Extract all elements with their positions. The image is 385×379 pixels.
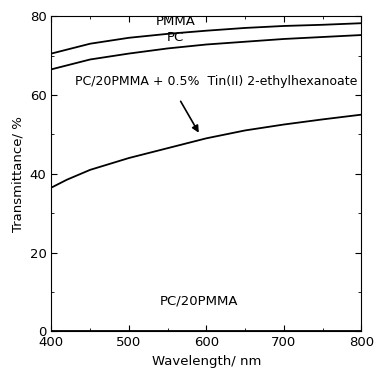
X-axis label: Wavelength/ nm: Wavelength/ nm <box>152 355 261 368</box>
Y-axis label: Transmittance/ %: Transmittance/ % <box>11 116 24 232</box>
Text: PMMA: PMMA <box>156 15 195 28</box>
Text: PC/20PMMA + 0.5%  Tin(II) 2-ethylhexanoate: PC/20PMMA + 0.5% Tin(II) 2-ethylhexanoat… <box>75 75 357 88</box>
Text: PC: PC <box>167 31 184 44</box>
Text: PC/20PMMA: PC/20PMMA <box>159 295 238 308</box>
